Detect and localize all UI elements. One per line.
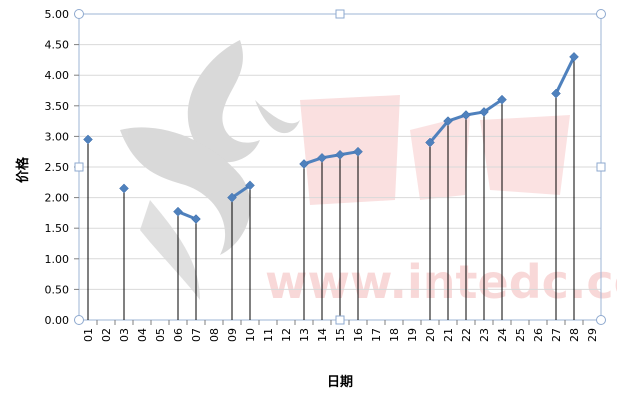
x-tick-label: 12	[280, 328, 293, 342]
x-tick-label: 17	[370, 328, 383, 342]
x-tick-label: 03	[118, 328, 131, 342]
series-line-segment	[231, 184, 251, 199]
y-tick-label: 3.50	[45, 100, 70, 113]
x-tick-label: 22	[460, 328, 473, 342]
x-tick-label: 05	[154, 328, 167, 342]
x-tick-label: 21	[442, 328, 455, 342]
x-tick-label: 27	[550, 328, 563, 342]
x-tick-label: 08	[208, 328, 221, 342]
data-point	[443, 116, 453, 126]
data-point	[191, 214, 201, 224]
y-axis-label: 价格	[15, 156, 31, 183]
data-point	[83, 134, 93, 145]
x-tick-label: 13	[298, 328, 311, 342]
y-tick-label: 4.00	[45, 69, 70, 82]
x-tick-label: 19	[406, 328, 419, 342]
y-tick-label: 3.00	[45, 130, 70, 143]
y-tick-label: 0.50	[45, 283, 70, 296]
x-tick-label: 15	[334, 328, 347, 342]
data-point	[569, 51, 579, 62]
x-tick-label: 26	[532, 328, 545, 342]
x-tick-label: 23	[478, 328, 491, 342]
resize-handle-corner[interactable]	[596, 9, 606, 19]
x-tick-label: 02	[100, 328, 113, 342]
data-point	[479, 107, 489, 117]
drop-lines	[87, 56, 575, 320]
x-tick-label: 20	[424, 328, 437, 342]
x-axis-ticks: 01 02 03 04 05 06 07 08 09 10 11 12 13 14 15 16 17 18 19 20…	[78, 320, 599, 342]
data-point	[497, 94, 507, 105]
x-tick-label: 24	[496, 328, 509, 342]
resize-handle-corner[interactable]	[596, 315, 606, 325]
series-markers	[83, 51, 579, 224]
x-tick-label: 10	[244, 328, 257, 342]
y-tick-label: 0.00	[45, 314, 70, 327]
resize-handle-side[interactable]	[596, 162, 606, 172]
resize-handle-side[interactable]	[74, 162, 84, 172]
y-tick-label: 2.00	[45, 192, 70, 205]
data-point	[335, 149, 345, 160]
x-tick-label: 25	[514, 328, 527, 342]
x-axis-label: 日期	[327, 375, 353, 390]
watermark-text: www.intedc.com	[265, 255, 617, 309]
data-point	[173, 206, 183, 217]
data-point	[245, 180, 255, 191]
x-tick-label: 28	[568, 328, 581, 342]
resize-handle-side[interactable]	[335, 315, 345, 325]
y-tick-label: 4.50	[45, 39, 70, 52]
y-tick-label: 1.50	[45, 222, 70, 235]
data-point	[425, 137, 435, 148]
y-axis-ticks: 0.00 0.50 1.00 1.50 2.00 2.50 3.00 3.50 4.00 4.50…	[45, 8, 79, 327]
data-point	[353, 146, 363, 157]
resize-handle-side[interactable]	[335, 9, 345, 19]
data-point	[317, 152, 327, 163]
resize-handle-corner[interactable]	[74, 315, 84, 325]
x-tick-label: 04	[136, 328, 149, 342]
x-tick-label: 01	[82, 328, 95, 342]
y-tick-label: 5.00	[45, 8, 70, 21]
resize-handle-corner[interactable]	[74, 9, 84, 19]
x-tick-label: 09	[226, 328, 239, 342]
data-point	[299, 159, 309, 169]
y-tick-label: 2.50	[45, 161, 70, 174]
series-line-segment	[554, 56, 576, 95]
x-tick-label: 11	[262, 328, 275, 342]
x-tick-label: 16	[352, 328, 365, 342]
x-tick-label: 07	[190, 328, 203, 342]
x-tick-label: 18	[388, 328, 401, 342]
data-point	[461, 110, 471, 120]
selection-handles[interactable]	[74, 9, 606, 325]
data-point	[551, 88, 561, 99]
data-point	[119, 183, 129, 194]
series-line-segment	[303, 150, 359, 166]
x-tick-label: 06	[172, 328, 185, 342]
data-point	[227, 192, 237, 203]
y-tick-label: 1.00	[45, 253, 70, 266]
x-tick-label: 14	[316, 328, 329, 342]
x-tick-label: 29	[586, 328, 599, 342]
